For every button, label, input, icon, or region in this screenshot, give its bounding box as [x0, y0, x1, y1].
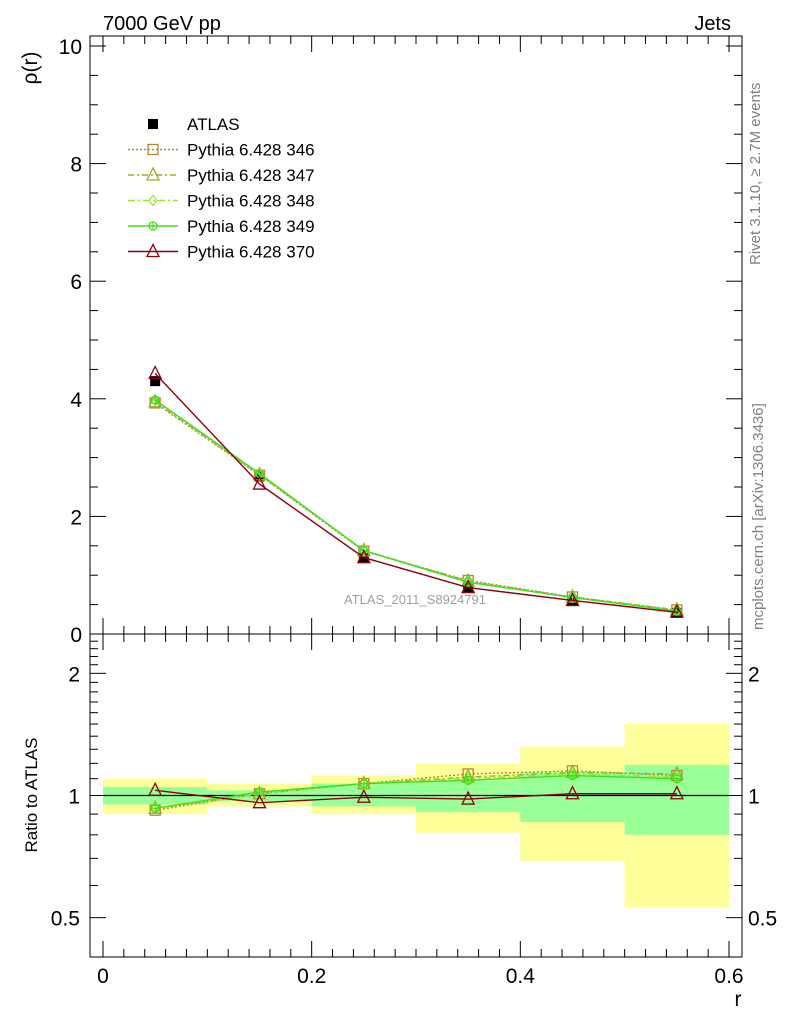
series-p349: [150, 395, 682, 616]
point-p370-0: [148, 365, 163, 380]
legend-item-p370: Pythia 6.428 370: [128, 243, 315, 262]
x-axis-label: r: [735, 988, 742, 1011]
x-tick-label: 0.6: [714, 965, 743, 988]
series-line-p347: [154, 401, 677, 611]
legend-item-p347: Pythia 6.428 347: [128, 166, 315, 185]
series-line-p348: [154, 399, 677, 612]
legend-item-p349: Pythia 6.428 349: [128, 217, 315, 236]
main-panel: 0 2 4 6 8 10 ρ(r): [19, 35, 743, 647]
legend-label-p347: Pythia 6.428 347: [187, 166, 315, 185]
legend-label-atlas: ATLAS: [187, 115, 240, 134]
point-p370-2: [356, 549, 371, 564]
point-p348-4: [567, 591, 578, 604]
main-y-axis-label: ρ(r): [19, 52, 42, 85]
ratio-panel: 0.5 0.5 1 1 2 2 0 0.2 0.4 0.6r Ratio to ATLAS: [22, 633, 777, 1011]
ratio-line-p347: [155, 771, 677, 809]
ratio-point-p348-2: [359, 777, 369, 790]
mcplots-side-label: mcplots.cern.ch [arXiv:1306.3436]: [750, 403, 767, 630]
energy-label: 7000 GeV pp: [103, 13, 221, 35]
ratio-point-p370-2: [356, 788, 371, 803]
ratio-y-tick-label: 0.5: [51, 908, 80, 931]
legend-item-atlas: ATLAS: [148, 115, 240, 134]
main-y-tick-label: 6: [70, 271, 82, 294]
point-p370-3: [461, 579, 476, 594]
ratio-point-p370-3: [461, 790, 476, 805]
x-tick-label: 0.2: [297, 965, 326, 988]
ratio-y-tick-label-right: 2: [748, 663, 760, 686]
main-y-tick-label: 4: [70, 389, 82, 412]
legend-marker-p346: [147, 143, 159, 156]
legend-item-p346: Pythia 6.428 346: [128, 141, 315, 160]
ratio-line-p349: [155, 774, 677, 809]
main-y-tick-label: 2: [70, 506, 82, 529]
process-label: Jets: [694, 13, 731, 35]
point-p348-0: [150, 394, 160, 407]
point-p370-1: [252, 475, 267, 490]
series-p347: [148, 393, 684, 616]
series-line-p346: [154, 402, 677, 611]
analysis-id-label: ATLAS_2011_S8924791: [344, 592, 486, 607]
legend-item-p348: Pythia 6.428 348: [128, 192, 315, 211]
series-atlas: [150, 376, 682, 618]
uncertainty-band-inner-3: [416, 780, 521, 813]
ratio-series-p349: [150, 770, 682, 813]
ratio-y-tick-label: 2: [68, 663, 80, 686]
ratio-point-p370-0: [148, 781, 163, 796]
series-p348: [150, 394, 682, 617]
legend-marker-p370: [145, 243, 161, 258]
legend-marker-p347: [145, 166, 161, 181]
header: 7000 GeV pp Jets Rivet 3.1.10, ≥ 2.7M ev…: [103, 13, 767, 630]
ratio-line-p370: [155, 789, 677, 804]
series-line-p370: [154, 373, 677, 613]
series-p370: [148, 365, 684, 618]
point-atlas-0: [150, 376, 161, 387]
legend-marker-p348: [148, 194, 158, 207]
main-y-tick-label: 10: [59, 36, 82, 59]
ratio-y-tick-label-right: 0.5: [748, 908, 777, 931]
series-p346: [149, 397, 683, 616]
ratio-point-p370-1: [252, 794, 267, 809]
legend-label-p349: Pythia 6.428 349: [187, 217, 315, 236]
uncertainty-band-inner-4: [520, 772, 625, 823]
legend-label-p346: Pythia 6.428 346: [187, 141, 315, 160]
x-tick-label: 0: [97, 965, 109, 988]
ratio-point-p370-5: [669, 785, 684, 800]
legend-label-p370: Pythia 6.428 370: [187, 243, 315, 262]
legend-marker-atlas: [148, 119, 158, 129]
ratio-y-tick-label-right: 1: [748, 786, 760, 809]
x-tick-label: 0.4: [506, 965, 536, 988]
legend: ATLAS Pythia 6.428 346 Pythia 6.428 347 Pyt…: [128, 115, 315, 262]
series-line-p349: [154, 399, 677, 612]
ratio-point-p370-4: [565, 785, 580, 800]
ratio-y-tick-label: 1: [68, 786, 80, 809]
point-p370-4: [565, 592, 580, 607]
legend-label-p348: Pythia 6.428 348: [187, 192, 315, 211]
ratio-line-p348: [155, 773, 677, 809]
ratio-series-p370: [148, 781, 684, 809]
main-y-tick-label: 8: [70, 154, 82, 177]
rivet-side-label: Rivet 3.1.10, ≥ 2.7M events: [747, 83, 764, 266]
point-p347-0: [148, 393, 163, 408]
main-y-tick-label: 0: [70, 624, 82, 647]
ratio-y-axis-label: Ratio to ATLAS: [22, 738, 41, 853]
ratio-point-p348-0: [150, 802, 160, 815]
point-p370-5: [669, 603, 684, 618]
